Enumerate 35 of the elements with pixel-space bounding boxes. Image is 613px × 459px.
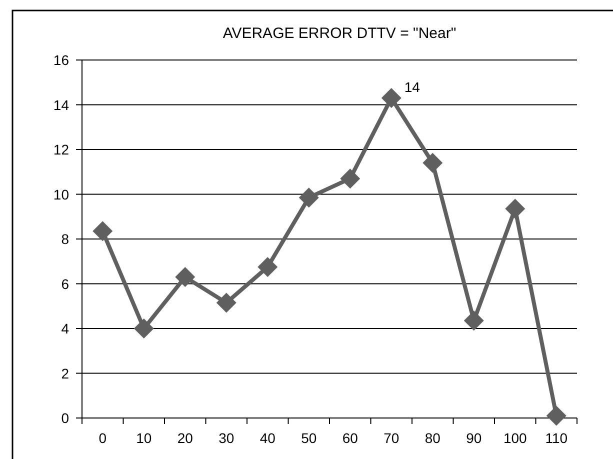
y-tick-label: 6 xyxy=(61,276,70,292)
x-tick-label: 50 xyxy=(301,430,317,446)
x-tick-label: 10 xyxy=(136,430,152,446)
point xyxy=(92,221,113,242)
x-tick-label: 90 xyxy=(466,430,482,446)
y-tick-label: 2 xyxy=(61,365,70,382)
x-tick-label: 40 xyxy=(260,430,276,446)
data-label: 14 xyxy=(404,79,420,96)
x-tick-label: 110 xyxy=(545,430,568,446)
point xyxy=(340,168,360,189)
point xyxy=(422,152,443,173)
point xyxy=(464,310,484,331)
point xyxy=(546,406,566,426)
x-tick-label: 70 xyxy=(384,430,400,446)
y-tick-label: 0 xyxy=(61,410,70,426)
point xyxy=(134,318,154,338)
chart-title: AVERAGE ERROR DTTV = "Near" xyxy=(222,25,456,42)
x-tick-label: 80 xyxy=(424,430,441,446)
x-tick-label: 100 xyxy=(503,430,528,446)
x-tick-label: 30 xyxy=(218,430,234,446)
point xyxy=(216,292,236,313)
x-tick-label: 0 xyxy=(98,430,107,446)
point xyxy=(505,198,526,219)
point xyxy=(298,188,319,208)
x-tick-label: 20 xyxy=(177,430,194,446)
y-tick-label: 4 xyxy=(61,320,70,336)
y-tick-label: 12 xyxy=(53,142,70,158)
point xyxy=(258,256,278,277)
y-tick-label: 10 xyxy=(53,186,70,202)
y-tick-label: 16 xyxy=(53,52,70,68)
x-tick-label: 60 xyxy=(342,430,358,446)
point xyxy=(175,267,196,288)
point xyxy=(381,88,402,108)
y-tick-label: 14 xyxy=(53,96,70,113)
y-tick-label: 8 xyxy=(61,231,70,247)
